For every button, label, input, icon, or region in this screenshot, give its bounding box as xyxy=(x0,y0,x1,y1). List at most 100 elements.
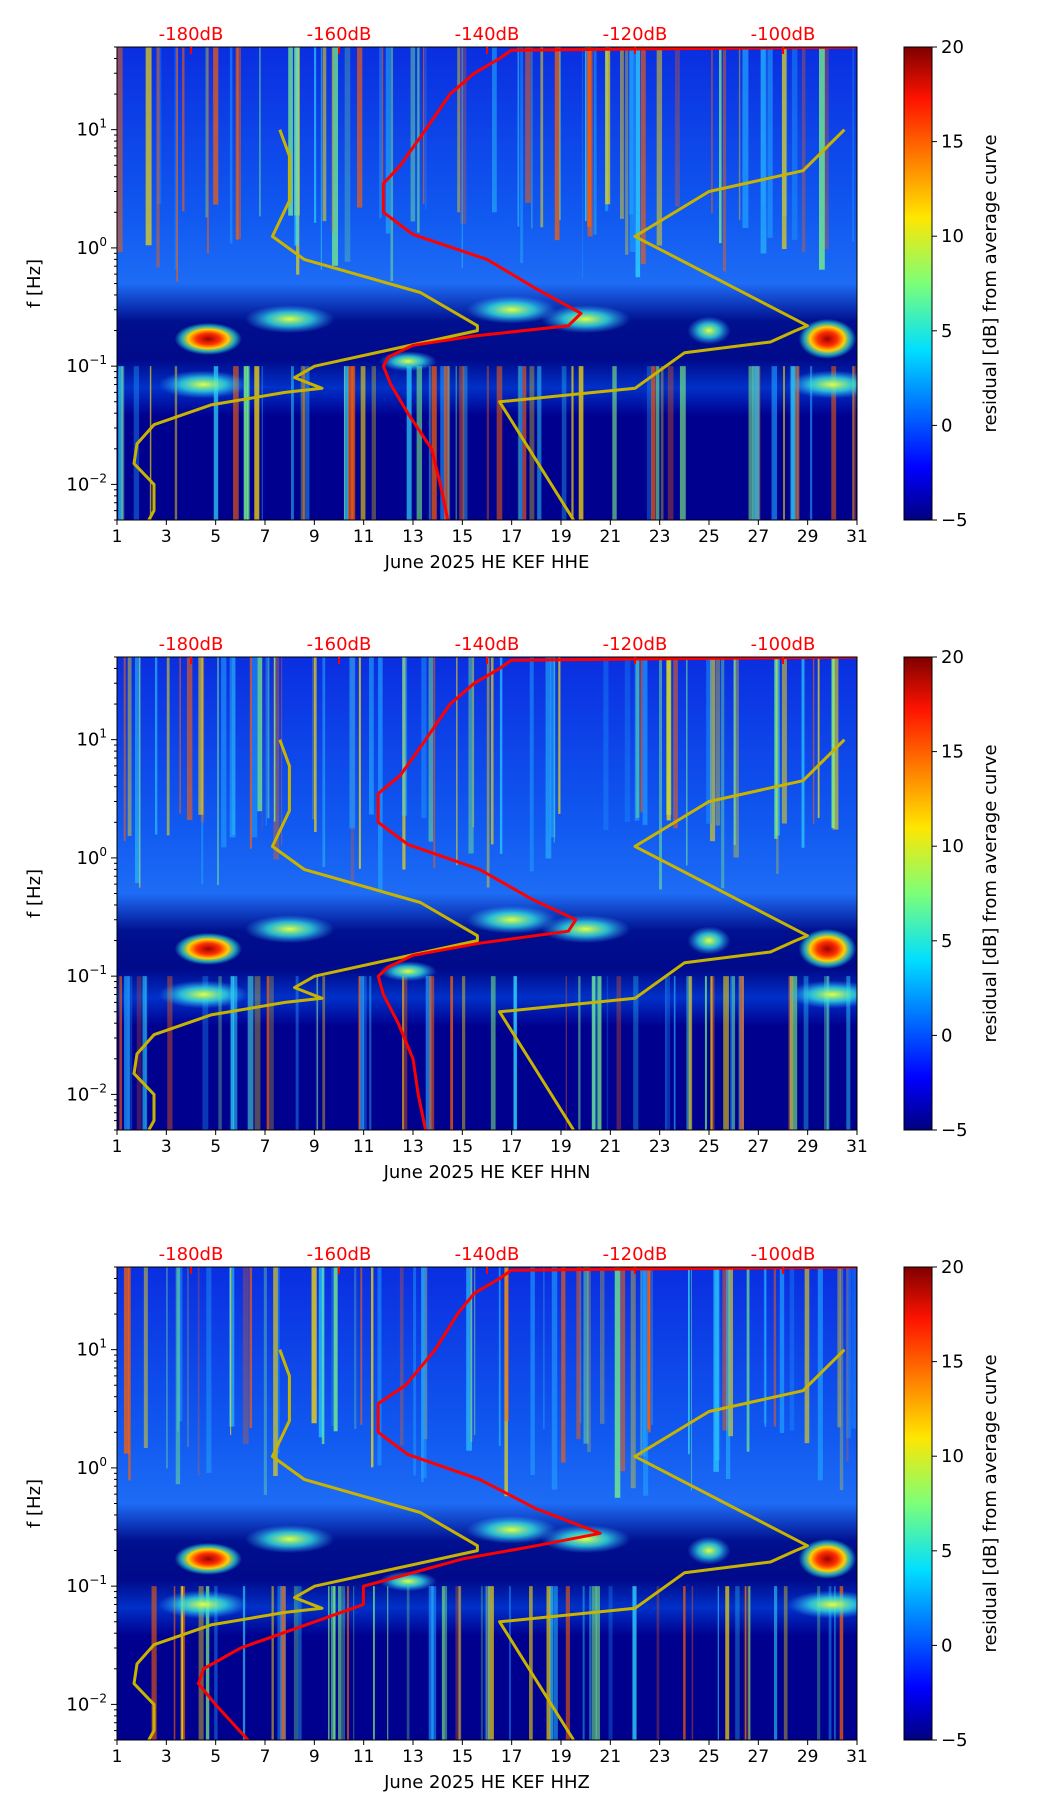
x-tick-label: 7 xyxy=(260,1747,271,1767)
spectrogram-stripe xyxy=(358,976,361,1130)
spectrogram-stripe xyxy=(421,657,427,819)
spectrogram-stripe xyxy=(578,976,581,1130)
high-noise-model-line xyxy=(498,128,846,520)
spectrogram-stripe xyxy=(229,657,236,838)
spectrogram xyxy=(117,1267,857,1740)
spectrogram-stripe xyxy=(504,1267,508,1497)
spectrogram-stripe xyxy=(553,1586,558,1740)
spectrogram-stripe xyxy=(428,1586,434,1740)
top-db-label: -140dB xyxy=(455,634,520,655)
spectrogram-stripe xyxy=(781,657,787,824)
spectrogram-stripe xyxy=(771,366,778,520)
colorbar-label: residual [dB] from average curve xyxy=(980,1354,1001,1652)
spectrogram-stripe xyxy=(198,1586,204,1740)
spectrogram-stripe xyxy=(651,366,656,520)
spectrogram-stripe xyxy=(249,657,252,849)
y-tick-label: 100 xyxy=(76,235,107,259)
spectrogram-stripe xyxy=(406,366,412,520)
x-tick-label: 23 xyxy=(649,527,671,547)
spectrogram-stripe xyxy=(349,657,356,829)
top-db-label: -100dB xyxy=(751,634,816,655)
spectrogram-stripe xyxy=(686,976,688,1130)
spectrogram-stripe xyxy=(491,47,497,213)
spectrogram-stripe xyxy=(353,1586,355,1740)
spectrogram-stripe xyxy=(143,1267,148,1448)
spectrogram-stripe xyxy=(488,1586,490,1740)
top-db-label: -120dB xyxy=(603,1244,668,1265)
spectrogram-stripe xyxy=(242,1586,246,1740)
spectrogram-stripe xyxy=(789,976,792,1130)
x-tick-label: 1 xyxy=(112,527,123,547)
spectrogram-stripe xyxy=(773,1267,777,1427)
spectrogram-stripe xyxy=(789,1267,795,1431)
spectrogram-stripe xyxy=(118,366,124,520)
spectrogram-stripe xyxy=(687,1267,690,1455)
spectrogram-stripe xyxy=(166,657,170,836)
spectrogram-stripe xyxy=(549,657,556,838)
spectrogram-stripe xyxy=(783,366,785,520)
spectrogram-stripe xyxy=(643,1267,649,1496)
spectrogram-stripe xyxy=(801,47,806,253)
spectrogram-stripe xyxy=(305,366,310,520)
spectrogram-stripe xyxy=(182,47,185,212)
spectrogram-stripe xyxy=(546,1586,551,1740)
average-psd-line xyxy=(381,47,857,520)
spectrogram-stripe xyxy=(597,976,602,1130)
spectrogram-stripe xyxy=(460,47,467,224)
spectrogram-stripe xyxy=(608,1586,613,1740)
spectrogram-stripe xyxy=(571,366,574,520)
hotspot xyxy=(244,915,335,944)
spectrogram-stripe xyxy=(202,976,209,1130)
top-db-label: -140dB xyxy=(455,1244,520,1265)
top-db-label: -120dB xyxy=(603,634,668,655)
spectrogram-stripe xyxy=(233,366,239,520)
spectrogram-stripe xyxy=(402,976,405,1130)
x-tick-label: 25 xyxy=(698,527,720,547)
spectrogram-stripe xyxy=(231,657,236,836)
spectrogram-stripe xyxy=(378,657,383,891)
spectrogram-stripe xyxy=(718,47,722,244)
hotspot xyxy=(798,928,857,969)
spectrogram-stripe xyxy=(461,47,463,268)
colorbar xyxy=(903,1266,933,1741)
colorbar-tick-label: 0 xyxy=(941,1025,952,1046)
spectrogram-stripe xyxy=(127,657,132,837)
spectrogram-stripe xyxy=(413,1267,417,1476)
spectrogram-stripe xyxy=(715,657,721,826)
spectrogram-stripe xyxy=(263,1267,267,1495)
x-tick-label: 21 xyxy=(600,1137,622,1157)
y-tick-label: 10−2 xyxy=(66,1081,107,1105)
spectrogram-stripe xyxy=(422,47,425,205)
colorbar-tick-label: −5 xyxy=(941,1730,968,1751)
spectrogram-stripe xyxy=(236,47,239,240)
spectrogram-stripe xyxy=(817,1586,821,1740)
spectrogram-stripe xyxy=(549,1586,553,1740)
spectrogram-stripe xyxy=(167,976,173,1130)
x-tick-label: 17 xyxy=(501,1747,523,1767)
spectrogram-stripe xyxy=(748,1586,751,1740)
spectrogram-stripe xyxy=(281,1586,286,1740)
y-tick-label: 101 xyxy=(76,1337,107,1361)
spectrogram-stripe xyxy=(430,1586,437,1740)
spectrogram-stripe xyxy=(293,1586,298,1740)
spectrogram-stripe xyxy=(182,1586,186,1740)
x-tick-label: 23 xyxy=(649,1747,671,1767)
spectrogram-stripe xyxy=(791,47,798,240)
spectrogram-stripe xyxy=(540,47,544,228)
y-axis-label: f [Hz] xyxy=(24,259,45,308)
spectrogram-stripe xyxy=(149,366,152,520)
colorbar xyxy=(903,46,933,521)
colorbar-tick-label: 10 xyxy=(941,836,964,857)
x-tick-label: 31 xyxy=(846,1137,868,1157)
spectrogram-stripe xyxy=(788,976,793,1130)
spectrogram-stripe xyxy=(466,1267,472,1451)
x-tick-label: 29 xyxy=(797,1747,819,1767)
spectrogram-stripe xyxy=(302,366,305,520)
spectrogram-stripe xyxy=(316,976,319,1130)
spectrogram-stripe xyxy=(257,657,263,812)
spectrogram-stripe xyxy=(667,366,674,520)
spectrogram-stripe xyxy=(640,657,643,813)
spectrogram-stripe xyxy=(620,47,624,219)
spectrogram-stripe xyxy=(586,47,592,227)
spectrogram-stripe xyxy=(242,1267,249,1445)
